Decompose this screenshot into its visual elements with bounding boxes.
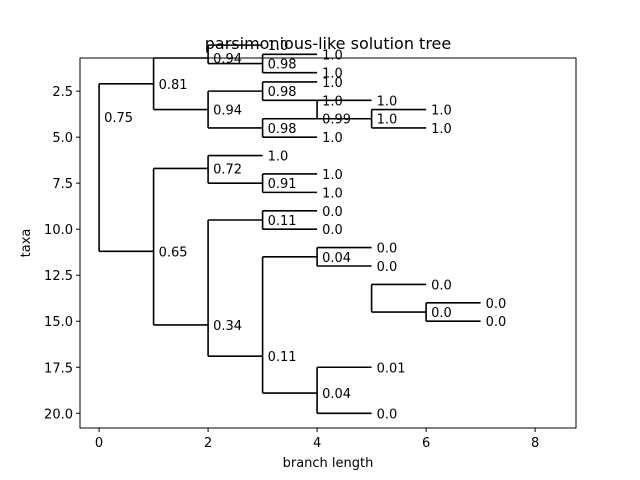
x-tick-label: 2 [204, 436, 212, 451]
support-label: 0.94 [213, 52, 242, 67]
support-label: 0.65 [159, 245, 188, 260]
plot-area-frame [79, 57, 577, 429]
support-label: 0.98 [268, 122, 297, 137]
y-tick-label: 10.0 [44, 223, 73, 238]
x-axis: 0 2 4 6 8 [95, 428, 539, 451]
support-label: 0.0 [486, 315, 507, 330]
support-label: 0.01 [377, 361, 406, 376]
support-label: 1.0 [322, 186, 343, 201]
support-label: 0.94 [213, 104, 242, 119]
support-label: 0.11 [268, 214, 297, 229]
support-label: 1.0 [322, 131, 343, 146]
y-tick-label: 17.5 [44, 361, 73, 376]
support-label: 1.0 [322, 48, 343, 63]
y-axis-label: taxa [19, 229, 34, 258]
y-tick-label: 7.5 [52, 177, 73, 192]
y-axis: 2.5 5.0 7.5 10.0 12.5 15.0 17.5 20.0 [44, 85, 80, 422]
support-label: 0.04 [322, 387, 351, 402]
x-axis-label: branch length [283, 456, 374, 471]
support-label: 0.72 [213, 162, 242, 177]
support-label: 0.98 [268, 85, 297, 100]
support-label: 0.34 [213, 319, 242, 334]
y-tick-label: 12.5 [44, 269, 73, 284]
chart-title: parsimonious-like solution tree [205, 34, 451, 53]
y-tick-label: 15.0 [44, 315, 73, 330]
support-label: 0.98 [268, 58, 297, 73]
support-label: 0.0 [377, 260, 398, 275]
support-label: 1.0 [322, 76, 343, 91]
support-label: 1.0 [268, 150, 289, 165]
support-label: 1.0 [377, 113, 398, 128]
support-label: 0.75 [104, 111, 133, 126]
support-label: 1.0 [431, 122, 452, 137]
support-label: 0.11 [268, 350, 297, 365]
x-tick-label: 4 [313, 436, 321, 451]
support-label: 1.0 [377, 94, 398, 109]
support-label: 1.0 [268, 39, 289, 54]
support-label: 0.0 [322, 223, 343, 238]
support-label: 0.99 [322, 113, 351, 128]
y-tick-label: 2.5 [52, 85, 73, 100]
support-label: 1.0 [322, 94, 343, 109]
support-labels: 0.750.810.941.00.981.01.00.940.981.01.00… [104, 39, 506, 422]
support-label: 0.0 [486, 297, 507, 312]
x-tick-label: 8 [531, 436, 539, 451]
support-label: 0.0 [377, 407, 398, 422]
x-tick-label: 0 [95, 436, 103, 451]
support-label: 0.0 [377, 242, 398, 257]
support-label: 1.0 [431, 104, 452, 119]
support-label: 0.91 [268, 177, 297, 192]
support-label: 1.0 [322, 168, 343, 183]
support-label: 0.0 [431, 306, 452, 321]
support-label: 0.04 [322, 251, 351, 266]
y-tick-label: 20.0 [44, 407, 73, 422]
support-label: 1.0 [322, 67, 343, 82]
support-label: 0.0 [322, 205, 343, 220]
support-label: 0.81 [159, 78, 188, 93]
support-label: 0.0 [431, 278, 452, 293]
x-tick-label: 6 [422, 436, 430, 451]
y-tick-label: 5.0 [52, 131, 73, 146]
